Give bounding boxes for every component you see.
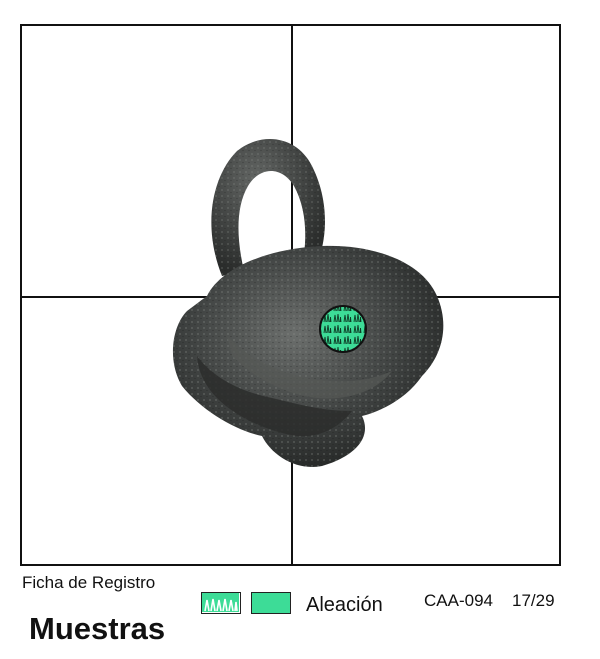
- record-header-label: Ficha de Registro: [22, 573, 156, 592]
- photo-frame: [20, 24, 561, 566]
- record-code: CAA-094: [424, 591, 493, 610]
- solid-swatch-icon: [251, 592, 291, 614]
- legend-label: Aleación: [306, 594, 383, 616]
- page-number: 17/29: [512, 591, 555, 610]
- pattern-swatch-icon: [201, 592, 241, 614]
- section-title: Muestras: [29, 611, 166, 646]
- sample-point-icon: [319, 305, 367, 353]
- artifact-photo: [22, 26, 559, 564]
